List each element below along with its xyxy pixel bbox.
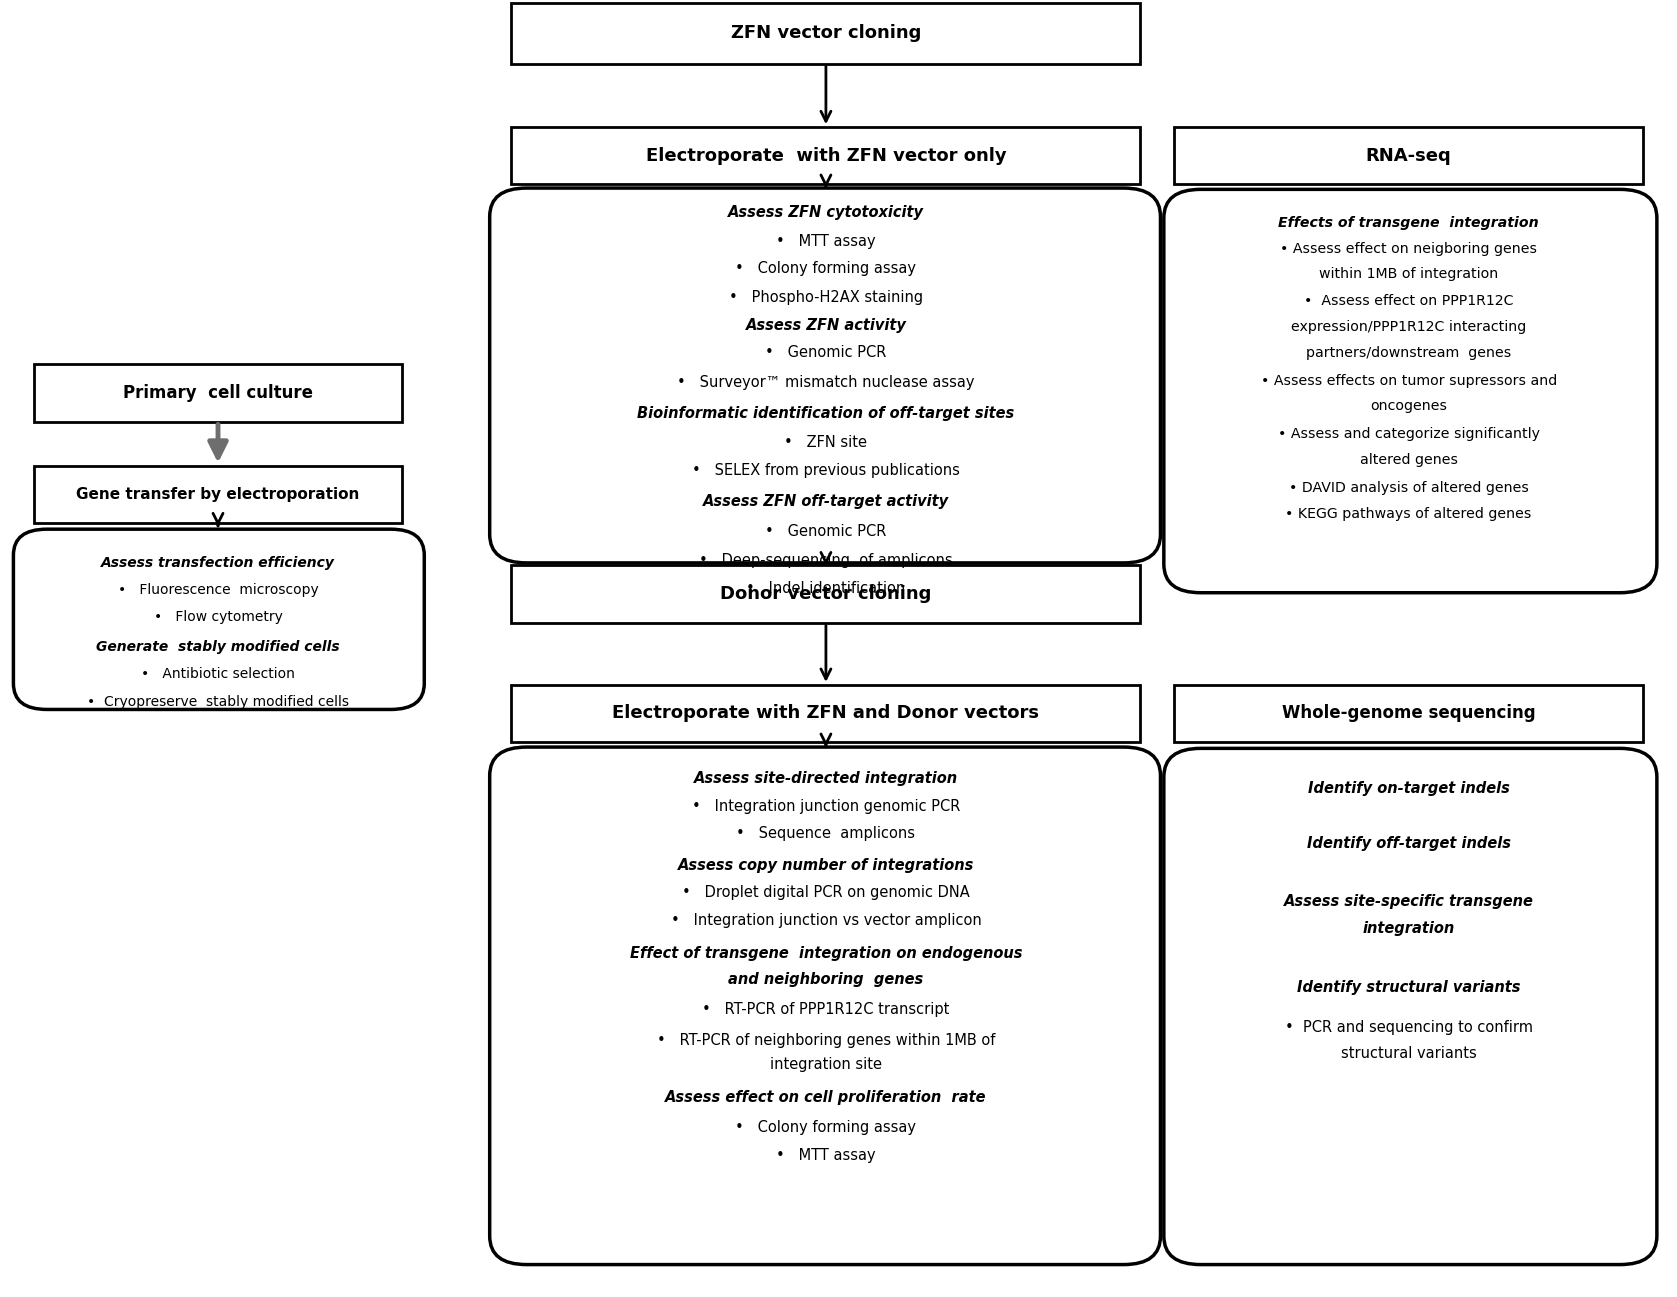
Text: structural variants: structural variants xyxy=(1342,1045,1476,1061)
Text: Assess site-directed integration: Assess site-directed integration xyxy=(694,770,958,786)
Text: altered genes: altered genes xyxy=(1360,454,1457,467)
FancyBboxPatch shape xyxy=(511,3,1140,64)
Text: •   MTT assay: • MTT assay xyxy=(776,1148,875,1163)
Text: •   Genomic PCR: • Genomic PCR xyxy=(765,345,887,361)
Text: and neighboring  genes: and neighboring genes xyxy=(728,971,924,987)
FancyBboxPatch shape xyxy=(34,466,402,523)
Text: Assess site-specific transgene: Assess site-specific transgene xyxy=(1283,894,1534,909)
Text: •   Integration junction genomic PCR: • Integration junction genomic PCR xyxy=(691,799,961,815)
Text: • DAVID analysis of altered genes: • DAVID analysis of altered genes xyxy=(1288,481,1529,494)
Text: Gene transfer by electroporation: Gene transfer by electroporation xyxy=(77,486,359,502)
Text: •   RT-PCR of PPP1R12C transcript: • RT-PCR of PPP1R12C transcript xyxy=(703,1001,949,1017)
Text: expression/PPP1R12C interacting: expression/PPP1R12C interacting xyxy=(1291,320,1526,333)
Text: •   Genomic PCR: • Genomic PCR xyxy=(765,524,887,540)
Text: integration site: integration site xyxy=(770,1057,882,1073)
Text: •   ZFN site: • ZFN site xyxy=(785,434,867,450)
Text: •   Droplet digital PCR on genomic DNA: • Droplet digital PCR on genomic DNA xyxy=(683,885,969,900)
FancyBboxPatch shape xyxy=(1174,685,1643,742)
Text: • KEGG pathways of altered genes: • KEGG pathways of altered genes xyxy=(1286,507,1531,520)
Text: • Assess and categorize significantly: • Assess and categorize significantly xyxy=(1278,428,1539,441)
FancyBboxPatch shape xyxy=(1174,127,1643,184)
Text: •   MTT assay: • MTT assay xyxy=(776,233,875,249)
Text: Identify off-target indels: Identify off-target indels xyxy=(1306,835,1511,851)
Text: •   Colony forming assay: • Colony forming assay xyxy=(736,1119,916,1135)
Text: •   Sequence  amplicons: • Sequence amplicons xyxy=(736,826,916,842)
Text: •   Integration junction vs vector amplicon: • Integration junction vs vector amplico… xyxy=(671,913,981,929)
Text: Effect of transgene  integration on endogenous: Effect of transgene integration on endog… xyxy=(629,946,1023,961)
Text: •   Antibiotic selection: • Antibiotic selection xyxy=(141,668,295,681)
FancyBboxPatch shape xyxy=(13,529,424,709)
Text: Electroporate with ZFN and Donor vectors: Electroporate with ZFN and Donor vectors xyxy=(612,704,1040,722)
Text: • Assess effect on neigboring genes: • Assess effect on neigboring genes xyxy=(1280,243,1538,256)
FancyBboxPatch shape xyxy=(511,685,1140,742)
Text: •   SELEX from previous publications: • SELEX from previous publications xyxy=(693,463,959,479)
Text: oncogenes: oncogenes xyxy=(1370,399,1447,412)
Text: •   Colony forming assay: • Colony forming assay xyxy=(736,261,916,276)
FancyBboxPatch shape xyxy=(511,565,1140,623)
Text: •   Fluorescence  microscopy: • Fluorescence microscopy xyxy=(117,584,319,597)
Text: integration: integration xyxy=(1362,921,1456,936)
FancyBboxPatch shape xyxy=(1164,189,1657,593)
Text: Effects of transgene  integration: Effects of transgene integration xyxy=(1278,217,1539,230)
Text: Assess transfection efficiency: Assess transfection efficiency xyxy=(101,556,335,569)
Text: •   Phospho-H2AX staining: • Phospho-H2AX staining xyxy=(729,289,922,305)
FancyBboxPatch shape xyxy=(34,364,402,422)
Text: •   RT-PCR of neighboring genes within 1MB of: • RT-PCR of neighboring genes within 1MB… xyxy=(657,1032,994,1048)
Text: Whole-genome sequencing: Whole-genome sequencing xyxy=(1281,704,1536,722)
Text: Assess ZFN off-target activity: Assess ZFN off-target activity xyxy=(703,494,949,510)
FancyBboxPatch shape xyxy=(511,127,1140,184)
Text: Assess ZFN activity: Assess ZFN activity xyxy=(746,318,906,333)
Text: Bioinformatic identification of off-target sites: Bioinformatic identification of off-targ… xyxy=(637,406,1015,422)
Text: Assess ZFN cytotoxicity: Assess ZFN cytotoxicity xyxy=(728,205,924,220)
Text: RNA-seq: RNA-seq xyxy=(1365,147,1452,165)
Text: Assess effect on cell proliferation  rate: Assess effect on cell proliferation rate xyxy=(666,1089,986,1105)
Text: • Assess effects on tumor supressors and: • Assess effects on tumor supressors and xyxy=(1261,375,1556,388)
FancyBboxPatch shape xyxy=(490,747,1160,1265)
FancyBboxPatch shape xyxy=(1164,748,1657,1265)
Text: partners/downstream  genes: partners/downstream genes xyxy=(1306,346,1511,359)
Text: •   Deep-sequencing  of amplicons: • Deep-sequencing of amplicons xyxy=(699,553,953,568)
Text: Assess copy number of integrations: Assess copy number of integrations xyxy=(678,857,974,873)
Text: within 1MB of integration: within 1MB of integration xyxy=(1320,267,1498,280)
Text: •  Assess effect on PPP1R12C: • Assess effect on PPP1R12C xyxy=(1305,294,1513,307)
Text: Generate  stably modified cells: Generate stably modified cells xyxy=(96,641,340,654)
Text: •   Flow cytometry: • Flow cytometry xyxy=(154,611,282,624)
FancyBboxPatch shape xyxy=(490,188,1160,563)
Text: Identify structural variants: Identify structural variants xyxy=(1296,979,1521,995)
Text: Electroporate  with ZFN vector only: Electroporate with ZFN vector only xyxy=(646,147,1006,165)
Text: Identify on-target indels: Identify on-target indels xyxy=(1308,781,1509,796)
Text: •   Surveyor™ mismatch nuclease assay: • Surveyor™ mismatch nuclease assay xyxy=(678,375,974,390)
Text: Primary  cell culture: Primary cell culture xyxy=(122,384,314,402)
Text: •   Indel identification: • Indel identification xyxy=(746,581,906,597)
Text: ZFN vector cloning: ZFN vector cloning xyxy=(731,25,921,42)
Text: Donor vector cloning: Donor vector cloning xyxy=(719,585,932,603)
Text: •  Cryopreserve  stably modified cells: • Cryopreserve stably modified cells xyxy=(87,695,349,708)
Text: •  PCR and sequencing to confirm: • PCR and sequencing to confirm xyxy=(1285,1019,1533,1035)
